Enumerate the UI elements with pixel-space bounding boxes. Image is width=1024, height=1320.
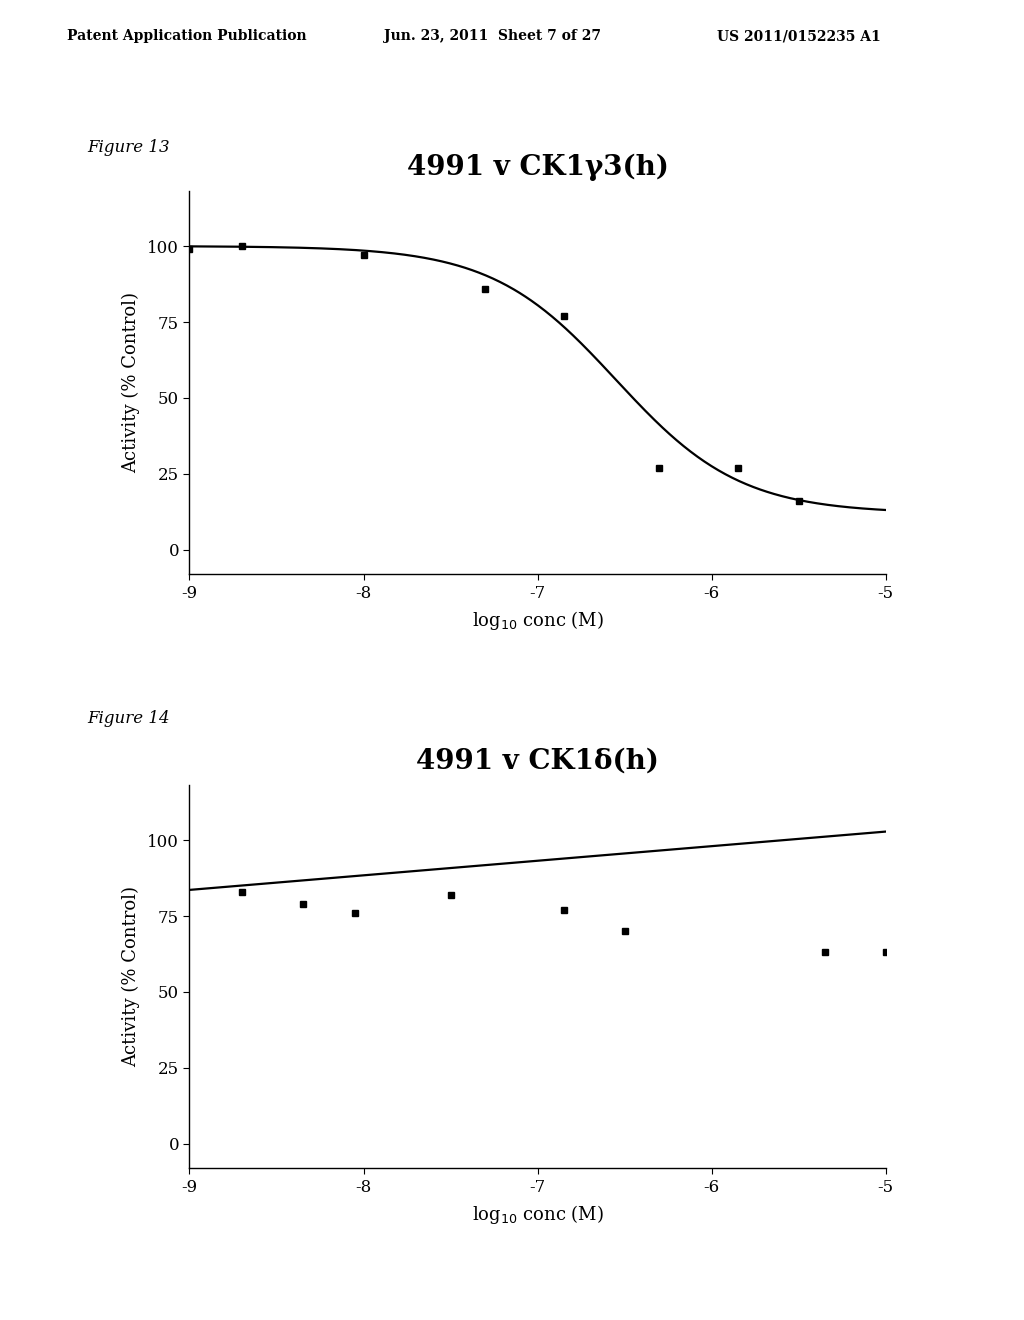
Title: 4991 v CK1δ(h): 4991 v CK1δ(h) xyxy=(416,747,659,775)
Text: Jun. 23, 2011  Sheet 7 of 27: Jun. 23, 2011 Sheet 7 of 27 xyxy=(384,29,601,44)
Text: US 2011/0152235 A1: US 2011/0152235 A1 xyxy=(717,29,881,44)
Text: Figure 13: Figure 13 xyxy=(87,139,170,156)
X-axis label: log$_{10}$ conc (M): log$_{10}$ conc (M) xyxy=(472,1203,603,1225)
Y-axis label: Activity (% Control): Activity (% Control) xyxy=(122,886,140,1068)
Y-axis label: Activity (% Control): Activity (% Control) xyxy=(122,292,140,474)
X-axis label: log$_{10}$ conc (M): log$_{10}$ conc (M) xyxy=(472,609,603,631)
Text: Figure 14: Figure 14 xyxy=(87,710,170,727)
Title: 4991 v CK1γ3(h): 4991 v CK1γ3(h) xyxy=(407,153,669,181)
Text: Patent Application Publication: Patent Application Publication xyxy=(67,29,306,44)
